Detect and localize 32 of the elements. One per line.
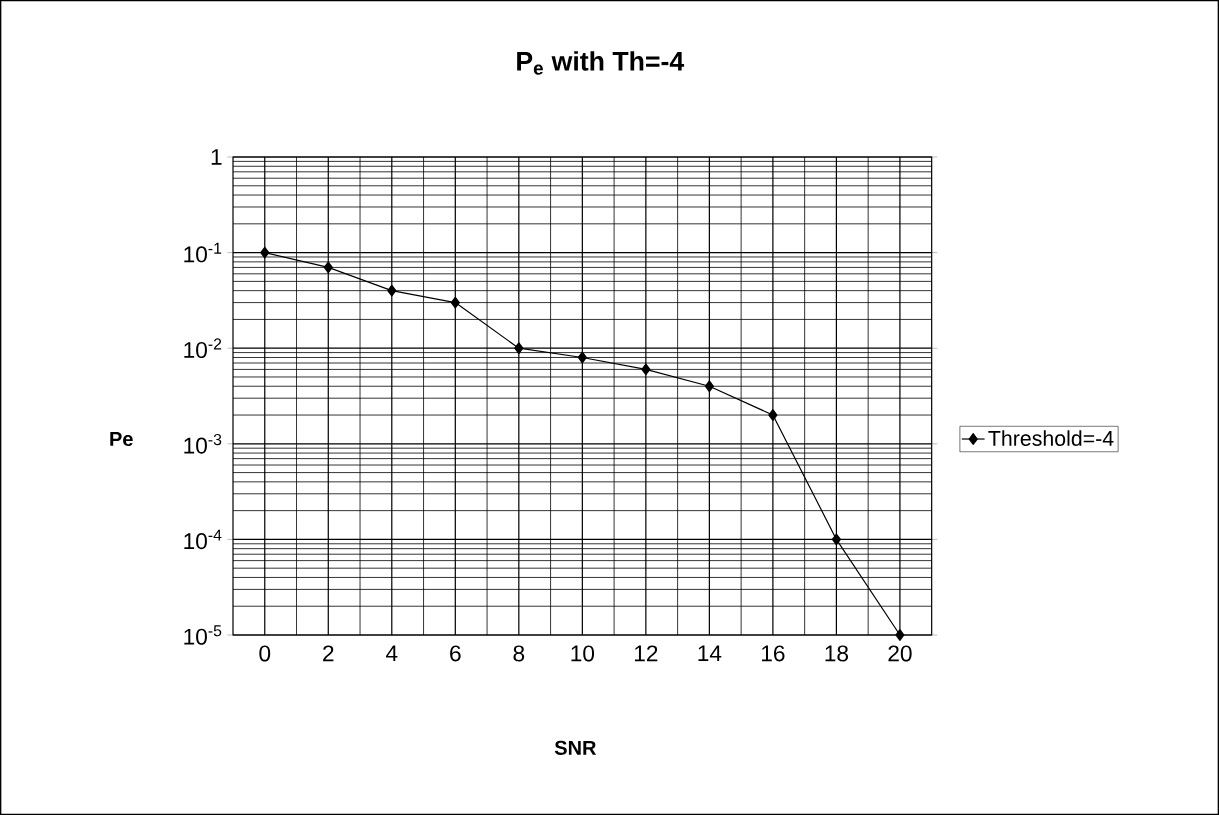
point (831, 533, 841, 546)
x-tick-label: 4 (386, 645, 398, 661)
point (260, 246, 270, 259)
x-tick-label: 2 (323, 645, 334, 662)
y-tick-label: 10$^{-5}$ (184, 625, 222, 645)
x-tick-label: 0 (259, 645, 271, 662)
x-tick-label: 14 (698, 645, 722, 661)
point (323, 261, 333, 274)
x-tick-label: 10 (571, 645, 595, 662)
x-tick-label: 18 (825, 645, 849, 662)
point (895, 629, 905, 641)
point (387, 284, 397, 297)
point (768, 409, 778, 421)
y-tick-label: 10$^{-2}$ (184, 338, 222, 359)
x-axis-title: SNR (554, 740, 597, 755)
y-tick-label: 10$^{-3}$ (184, 433, 222, 454)
point (577, 351, 587, 364)
y-tick-label: 1 (211, 149, 222, 165)
chart-title: P$_{e}$ with Th=-4 (517, 51, 685, 75)
y-tick-label: 10$^{-4}$ (184, 529, 222, 550)
point (514, 342, 524, 355)
y-tick-label: 10$^{-1}$ (184, 242, 222, 263)
point (704, 380, 714, 393)
x-tick-label: 12 (634, 645, 658, 662)
point (641, 363, 651, 376)
point (450, 296, 460, 309)
x-tick-label: 8 (513, 645, 525, 662)
x-tick-label: 16 (762, 645, 785, 662)
legend-label: Threshold=-4 (988, 430, 1114, 446)
y-axis-title: Pe (110, 432, 133, 446)
x-tick-label: 20 (888, 645, 912, 662)
x-tick-label: 6 (450, 645, 461, 662)
